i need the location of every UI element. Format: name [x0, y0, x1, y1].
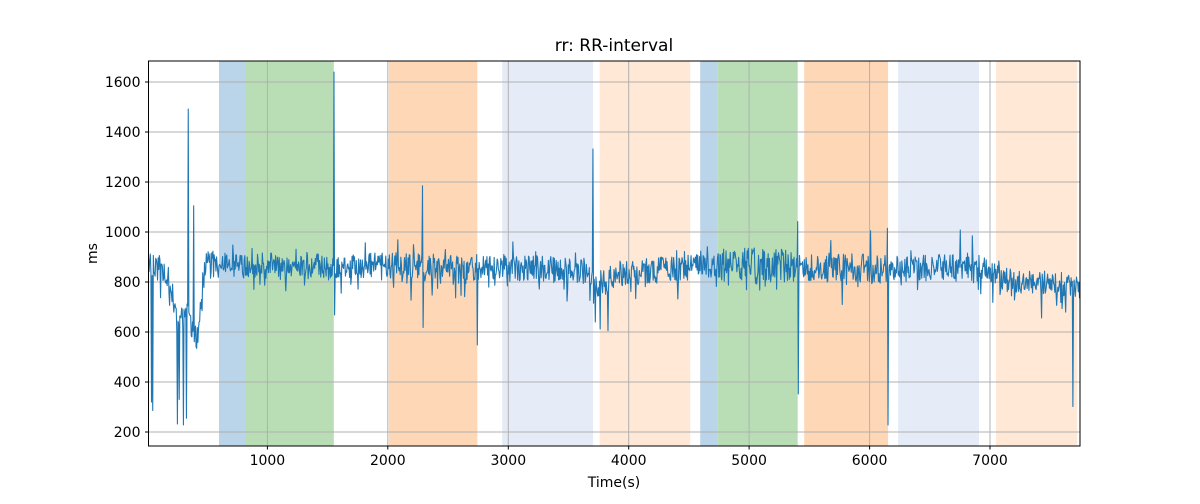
y-tick-label: 1200 — [105, 175, 141, 191]
highlight-region-lightorange-span-2 — [996, 61, 1078, 446]
x-axis-label: Time(s) — [587, 475, 640, 491]
y-tick-label: 1600 — [105, 75, 141, 91]
plot-border — [148, 60, 1081, 447]
y-tick-label: 600 — [114, 325, 141, 341]
y-tick-label: 800 — [114, 275, 141, 291]
chart-title: rr: RR-interval — [555, 36, 673, 56]
y-tick-label: 200 — [114, 425, 141, 441]
highlight-region-green-span-1 — [245, 61, 334, 446]
highlight-region-blue-span-2 — [700, 61, 718, 446]
highlight-region-orange-span-1 — [388, 61, 478, 446]
highlight-region-lightblue-span-2 — [898, 61, 979, 446]
y-tick-label: 1000 — [105, 225, 141, 241]
x-tick-label: 2000 — [370, 453, 406, 469]
highlight-region-orange-span-2 — [804, 61, 889, 446]
tick-marks-and-labels: 1000 2000 3000 4000 5000 6000 7000 200 400 600 800… — [105, 75, 1008, 469]
highlight-regions-layer — [219, 61, 1078, 446]
y-axis-label: ms — [85, 243, 101, 264]
y-tick-label: 1400 — [105, 125, 141, 141]
x-tick-label: 6000 — [852, 453, 888, 469]
x-tick-label: 3000 — [490, 453, 526, 469]
y-tick-label: 400 — [114, 375, 141, 391]
x-tick-label: 4000 — [611, 453, 647, 469]
x-tick-label: 1000 — [250, 453, 286, 469]
grid — [148, 61, 1080, 446]
rr-line-layer — [148, 71, 1080, 426]
rr-line — [148, 71, 1080, 426]
x-tick-label: 5000 — [731, 453, 767, 469]
x-tick-label: 7000 — [972, 453, 1008, 469]
highlight-region-lightblue-span-1 — [502, 61, 594, 446]
